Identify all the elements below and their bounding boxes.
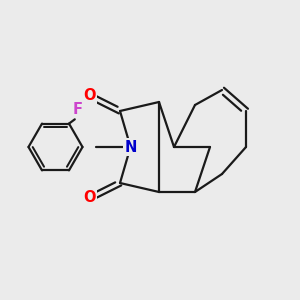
Text: N: N xyxy=(124,140,137,154)
Text: F: F xyxy=(72,102,82,117)
Text: O: O xyxy=(84,88,96,104)
Text: O: O xyxy=(84,190,96,206)
